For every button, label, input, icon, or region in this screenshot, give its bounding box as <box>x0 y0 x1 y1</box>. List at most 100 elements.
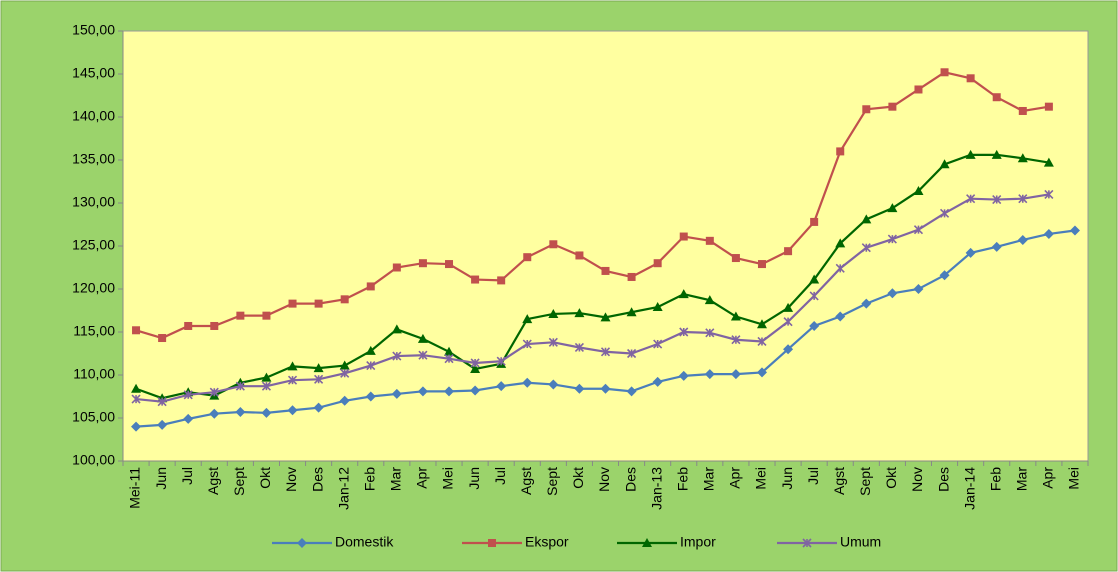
x-tick-label: Mar <box>701 467 717 491</box>
data-point <box>340 368 350 378</box>
data-point <box>262 311 271 320</box>
data-point <box>131 383 142 393</box>
data-point <box>287 361 298 371</box>
data-point <box>652 376 663 387</box>
data-point <box>287 375 298 385</box>
data-point <box>784 247 793 256</box>
data-point <box>235 381 245 391</box>
x-tick-label: Jun <box>779 467 795 490</box>
data-point <box>287 405 298 416</box>
x-tick-label: Nov <box>596 467 612 492</box>
x-tick-label: Mei <box>440 467 456 490</box>
data-point <box>992 93 1001 102</box>
x-tick-label: Mei <box>1066 467 1082 490</box>
x-tick-label: Apr <box>414 467 430 489</box>
data-point <box>1044 189 1054 199</box>
data-point <box>757 260 766 269</box>
data-point <box>626 307 637 317</box>
data-point <box>626 386 637 397</box>
data-point <box>965 247 976 258</box>
x-tick-label: Feb <box>987 467 1003 491</box>
data-point <box>131 394 141 404</box>
data-point <box>391 388 402 399</box>
data-point <box>209 387 219 397</box>
data-point <box>236 311 245 320</box>
x-tick-label: Jan-12 <box>335 467 351 510</box>
data-point <box>365 391 376 402</box>
data-point <box>392 263 401 272</box>
data-point <box>522 377 533 388</box>
x-tick-label: Feb <box>361 467 377 491</box>
data-point <box>887 203 898 213</box>
data-point <box>783 344 794 355</box>
y-tick-label: 145,00 <box>72 65 115 81</box>
data-point <box>730 369 741 380</box>
x-tick-label: Nov <box>909 467 925 492</box>
data-point <box>783 302 794 312</box>
x-tick-label: Des <box>309 467 325 492</box>
data-point <box>497 276 506 285</box>
y-tick-label: 150,00 <box>72 22 115 38</box>
data-point <box>965 149 976 159</box>
data-point <box>261 407 272 418</box>
data-point <box>314 374 324 384</box>
data-point <box>992 194 1002 205</box>
x-tick-label: Apr <box>1040 467 1056 489</box>
data-point <box>600 347 611 357</box>
data-point <box>627 272 636 281</box>
data-point <box>522 314 533 324</box>
x-tick-label: Okt <box>257 467 273 489</box>
data-point <box>522 339 532 349</box>
data-point <box>600 312 611 322</box>
data-point <box>444 354 454 364</box>
x-tick-label: Jan-13 <box>648 467 664 510</box>
data-point <box>470 385 481 396</box>
data-point <box>549 240 558 249</box>
series-line <box>135 193 1050 403</box>
data-point <box>757 336 767 347</box>
legend-marker <box>297 538 307 548</box>
x-tick-label: Feb <box>674 467 690 491</box>
data-point <box>157 397 167 407</box>
data-point <box>575 251 584 260</box>
data-point <box>783 317 793 327</box>
data-point <box>261 381 272 391</box>
x-tick-label: Agst <box>205 467 221 495</box>
y-tick-label: 100,00 <box>72 452 115 468</box>
data-point <box>862 105 871 114</box>
x-tick-label: Sept <box>544 467 560 496</box>
y-tick-label: 140,00 <box>72 108 115 124</box>
data-point <box>730 311 741 321</box>
data-point <box>861 243 871 253</box>
x-tick-label: Mei <box>753 467 769 490</box>
data-point <box>548 308 559 318</box>
data-point <box>158 334 167 343</box>
data-point <box>392 351 402 361</box>
data-point <box>991 149 1002 159</box>
data-point <box>496 381 507 392</box>
data-point <box>365 345 376 355</box>
data-point <box>1043 228 1054 239</box>
data-point <box>313 402 324 413</box>
data-point <box>366 282 375 291</box>
data-point <box>756 319 767 329</box>
x-tick-label: Apr <box>727 467 743 489</box>
x-tick-label: Nov <box>283 467 299 492</box>
y-tick-label: 135,00 <box>72 151 115 167</box>
series-line <box>135 71 1050 340</box>
data-point <box>548 337 558 347</box>
x-tick-label: Des <box>935 467 951 492</box>
data-point <box>940 68 949 77</box>
data-point <box>835 263 845 273</box>
data-point <box>705 236 714 245</box>
data-point <box>731 335 741 345</box>
data-point <box>1018 106 1027 115</box>
data-point <box>288 299 297 308</box>
legend-label: Ekspor <box>525 534 569 550</box>
data-point <box>835 238 846 248</box>
series-line <box>135 153 1050 400</box>
x-tick-label: Okt <box>570 467 586 489</box>
data-point <box>418 259 427 268</box>
data-point <box>574 308 585 318</box>
x-tick-label: Sept <box>857 467 873 496</box>
